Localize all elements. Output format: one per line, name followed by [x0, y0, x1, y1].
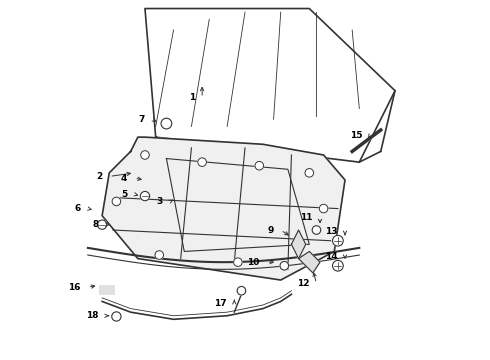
Circle shape [280, 261, 289, 270]
Text: 3: 3 [157, 197, 163, 206]
Text: 11: 11 [300, 213, 313, 222]
Text: 1: 1 [189, 93, 195, 102]
Text: 13: 13 [325, 227, 338, 236]
Polygon shape [292, 230, 306, 258]
Bar [98, 285, 103, 294]
Circle shape [161, 118, 172, 129]
Circle shape [140, 192, 149, 201]
Text: 6: 6 [74, 204, 81, 213]
Polygon shape [102, 137, 345, 280]
Text: 8: 8 [92, 220, 98, 229]
Circle shape [305, 168, 314, 177]
Circle shape [237, 287, 245, 295]
Circle shape [255, 161, 264, 170]
Circle shape [234, 258, 242, 266]
Text: 9: 9 [267, 225, 273, 234]
Text: 17: 17 [215, 299, 227, 308]
Text: 4: 4 [121, 174, 127, 183]
Text: 16: 16 [68, 283, 81, 292]
Polygon shape [145, 9, 395, 162]
Circle shape [198, 158, 206, 166]
Circle shape [333, 260, 343, 271]
Circle shape [141, 151, 149, 159]
Text: 15: 15 [350, 131, 363, 140]
Circle shape [112, 312, 121, 321]
Text: 12: 12 [297, 279, 309, 288]
Circle shape [155, 251, 164, 259]
Polygon shape [298, 251, 320, 273]
Text: 14: 14 [325, 252, 338, 261]
Text: 5: 5 [121, 190, 127, 199]
Circle shape [98, 220, 107, 229]
Text: 18: 18 [86, 311, 98, 320]
Circle shape [333, 235, 343, 246]
Circle shape [312, 226, 321, 234]
Circle shape [112, 197, 121, 206]
Circle shape [319, 204, 328, 213]
Text: 2: 2 [96, 172, 102, 181]
Text: 10: 10 [247, 258, 259, 267]
Text: 7: 7 [139, 115, 145, 124]
Bar [109, 285, 114, 294]
Bar [104, 285, 108, 294]
